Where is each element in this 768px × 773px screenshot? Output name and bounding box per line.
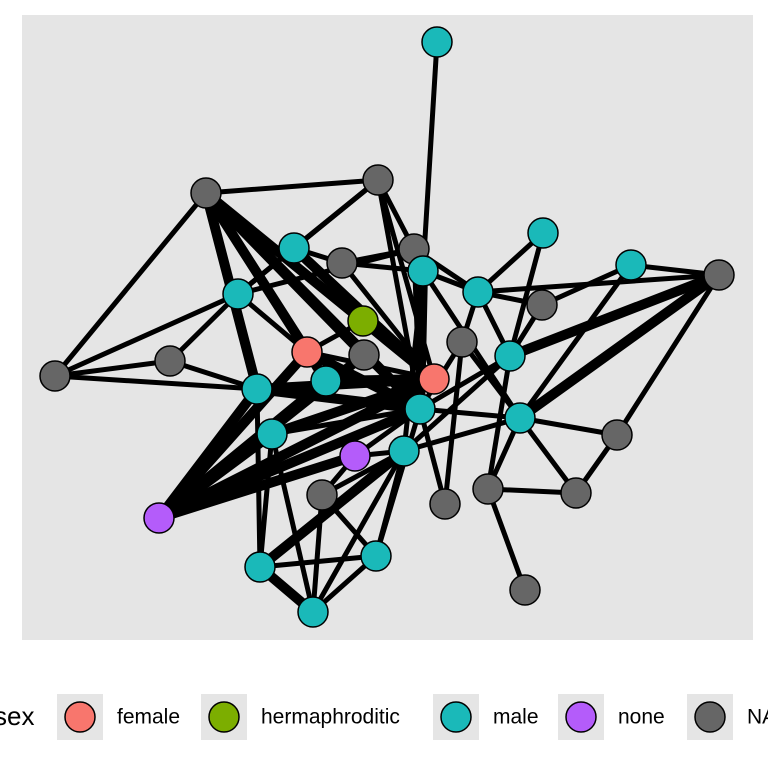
legend-label: hermaphroditic xyxy=(261,706,400,729)
node xyxy=(244,551,276,583)
edge xyxy=(614,272,722,438)
legend-key xyxy=(565,701,597,733)
edge xyxy=(255,446,409,572)
nodes xyxy=(39,26,735,628)
edge xyxy=(167,291,241,364)
edge xyxy=(373,406,423,559)
legend-label: none xyxy=(618,706,665,729)
edge xyxy=(475,272,722,295)
panel xyxy=(22,15,753,640)
edge xyxy=(442,339,465,507)
edge xyxy=(485,486,528,593)
node xyxy=(39,360,71,392)
node xyxy=(446,326,478,358)
node xyxy=(143,502,175,534)
node xyxy=(291,336,323,368)
edge xyxy=(517,415,620,438)
node xyxy=(347,305,379,337)
edge xyxy=(417,406,448,507)
edge xyxy=(417,406,523,421)
edge xyxy=(515,270,724,423)
legend-title: sex xyxy=(0,701,34,731)
node xyxy=(278,232,310,264)
node xyxy=(615,249,647,281)
node xyxy=(388,435,420,467)
edge xyxy=(401,415,523,454)
node xyxy=(601,419,633,451)
node xyxy=(241,373,273,405)
legend-key xyxy=(64,701,96,733)
node xyxy=(462,276,494,308)
edge xyxy=(52,358,173,379)
edge xyxy=(252,384,425,414)
node xyxy=(404,393,436,425)
edge xyxy=(291,177,381,251)
edge xyxy=(52,291,241,379)
node xyxy=(310,365,342,397)
edge xyxy=(52,373,260,392)
node xyxy=(560,477,592,509)
node xyxy=(362,164,394,196)
node xyxy=(222,278,254,310)
node xyxy=(297,596,329,628)
node xyxy=(418,363,450,395)
edge xyxy=(417,353,513,412)
legend-label: male xyxy=(493,706,539,729)
node xyxy=(190,177,222,209)
node xyxy=(326,247,358,279)
edge xyxy=(539,262,634,308)
node xyxy=(154,345,186,377)
edge xyxy=(201,188,369,360)
node xyxy=(407,255,439,287)
edge xyxy=(505,270,724,361)
node xyxy=(348,339,380,371)
edge xyxy=(154,451,360,523)
legend-key xyxy=(440,701,472,733)
node xyxy=(527,217,559,249)
node xyxy=(360,540,392,572)
node xyxy=(509,574,541,606)
edge xyxy=(267,374,439,439)
legend: sex female hermaphroditic male none NA xyxy=(0,694,768,740)
node xyxy=(339,440,371,472)
node xyxy=(526,289,558,321)
node xyxy=(494,340,526,372)
node xyxy=(504,402,536,434)
edge xyxy=(517,262,634,421)
legend-key xyxy=(694,701,726,733)
node xyxy=(703,259,735,291)
edge xyxy=(420,39,440,274)
node xyxy=(306,479,338,511)
edge xyxy=(203,177,381,196)
node xyxy=(421,26,453,58)
node xyxy=(472,473,504,505)
edge xyxy=(154,347,312,523)
legend-label: NA xyxy=(747,706,768,729)
node xyxy=(256,418,288,450)
node xyxy=(429,488,461,520)
edge xyxy=(52,190,209,379)
legend-key xyxy=(208,701,240,733)
legend-label: female xyxy=(117,706,180,729)
edge xyxy=(507,230,546,359)
edge xyxy=(310,448,407,615)
